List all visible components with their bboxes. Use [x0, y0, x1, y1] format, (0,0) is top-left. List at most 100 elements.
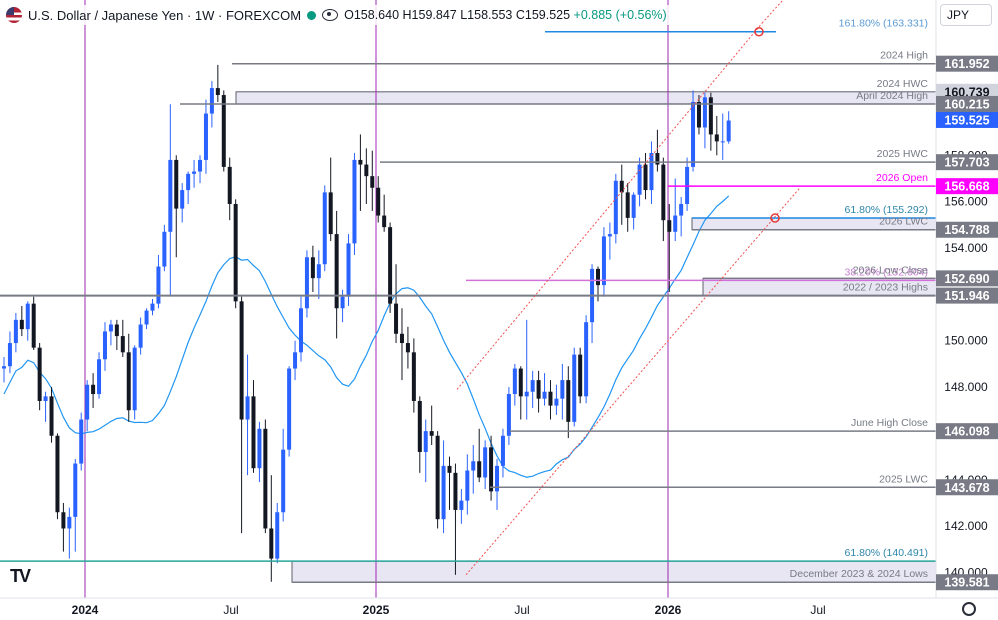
candle: [203, 99, 208, 174]
candle: [257, 421, 262, 483]
candle: [102, 322, 107, 371]
settings-gear-icon[interactable]: [962, 602, 976, 616]
candle: [548, 380, 553, 420]
candle-body: [376, 187, 381, 216]
candle-body: [358, 159, 363, 165]
candle: [79, 412, 84, 471]
candle: [530, 370, 535, 408]
candle-body: [126, 352, 131, 411]
level-annotation: 38.20% (152.604): [845, 266, 928, 278]
level-annotation: June High Close: [851, 417, 928, 429]
candle-body: [156, 266, 161, 304]
candle-body: [429, 431, 434, 436]
candle-body: [293, 352, 298, 369]
candle: [459, 489, 464, 524]
candle: [91, 373, 96, 408]
candle-body: [67, 516, 72, 529]
candle: [667, 203, 672, 293]
candle: [578, 347, 583, 404]
candle-body: [299, 308, 303, 353]
candle-body: [346, 243, 351, 297]
candle-body: [655, 152, 660, 165]
candle-body: [625, 192, 630, 218]
candle-body: [2, 366, 6, 369]
candle-body: [572, 354, 577, 422]
candle: [489, 435, 494, 501]
candle-body: [97, 359, 102, 395]
channel-lower-line: [465, 187, 801, 576]
candle: [613, 173, 618, 244]
price-label-box: [936, 111, 998, 128]
chart-header: U.S. Dollar / Japanese Yen · 1W · FOREXC…: [6, 5, 673, 25]
candle: [536, 370, 541, 413]
currency-dropdown[interactable]: JPY: [940, 4, 992, 26]
candle: [417, 396, 422, 473]
price-label: 156.668: [944, 180, 989, 194]
candle-body: [477, 461, 482, 478]
candle: [483, 440, 488, 490]
candle: [714, 115, 719, 156]
candle: [174, 155, 179, 258]
candle: [7, 331, 12, 374]
candle: [138, 317, 143, 355]
level-annotation: April 2024 High: [856, 90, 928, 102]
candle-body: [607, 234, 612, 237]
candle: [108, 319, 113, 346]
candle-body: [619, 180, 624, 193]
candle: [67, 507, 72, 559]
candle-body: [180, 190, 185, 209]
candle: [607, 222, 612, 260]
candle-body: [209, 88, 214, 114]
candle-body: [162, 231, 167, 267]
candle: [637, 157, 642, 207]
candle-body: [102, 331, 107, 360]
candle-body: [714, 134, 719, 142]
candle-body: [667, 220, 672, 232]
candle: [150, 299, 155, 316]
candle-body: [417, 400, 422, 452]
visibility-eye-icon[interactable]: [322, 9, 339, 21]
candle: [322, 185, 327, 272]
symbol-title[interactable]: U.S. Dollar / Japanese Yen · 1W · FOREXC…: [28, 7, 302, 23]
candle: [441, 440, 446, 534]
price-label: 159.525: [944, 113, 989, 127]
candle-body: [85, 384, 90, 420]
y-tick-label: 142.000: [944, 519, 988, 533]
target-marker: [754, 26, 764, 37]
candle-body: [43, 396, 48, 401]
candle: [180, 183, 185, 223]
candle-body: [578, 354, 583, 397]
candle: [19, 305, 24, 337]
level-annotation: 161.80% (163.331): [839, 18, 928, 30]
candle-body: [79, 419, 84, 464]
candle-body: [405, 343, 410, 353]
market-status-icon: [307, 10, 317, 20]
candle: [310, 245, 315, 293]
candle-body: [138, 324, 143, 348]
candle: [144, 308, 149, 330]
candle-body: [506, 394, 511, 436]
candle: [631, 192, 636, 230]
candle: [61, 502, 66, 552]
candle: [661, 157, 666, 242]
candle-body: [328, 192, 333, 235]
currency-label: JPY: [947, 8, 970, 22]
candle: [49, 387, 54, 443]
candle: [239, 296, 244, 534]
candle: [601, 227, 606, 297]
price-label: 143.678: [944, 481, 989, 495]
candle-body: [263, 428, 268, 529]
price-label: 151.946: [944, 289, 989, 303]
candle-body: [275, 512, 280, 559]
candle: [2, 356, 6, 383]
candle: [132, 345, 137, 420]
candle: [352, 152, 357, 255]
candle: [471, 445, 476, 494]
candle: [73, 458, 78, 552]
candle-body: [423, 431, 428, 452]
price-label-box: [936, 423, 998, 440]
candle: [708, 92, 713, 151]
candle-body: [316, 264, 321, 279]
candle: [31, 296, 36, 350]
